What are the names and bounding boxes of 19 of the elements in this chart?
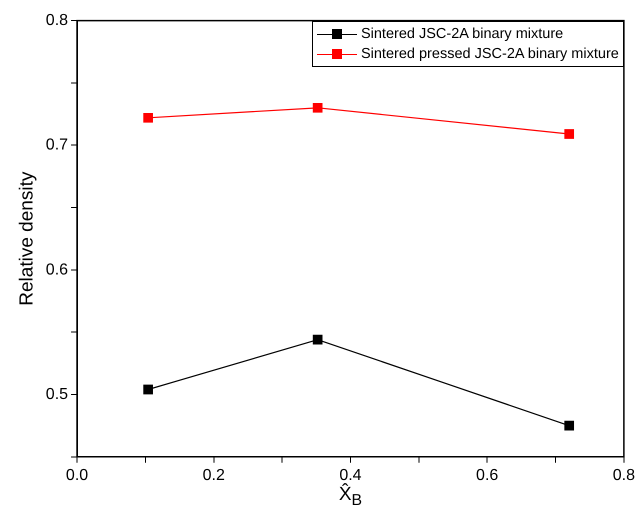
x-tick-label: 0.4 <box>339 466 362 484</box>
y-tick-label: 0.8 <box>46 12 68 30</box>
x-tick-label: 0.8 <box>612 466 636 484</box>
point <box>564 129 574 139</box>
point <box>564 420 574 430</box>
legend-label: Sintered pressed JSC-2A binary mixture <box>360 44 619 64</box>
y-axis-title: Relative density <box>16 171 38 306</box>
point <box>312 334 322 344</box>
x-tick-label: 0.2 <box>202 466 225 484</box>
y-tick-label: 0.5 <box>46 386 68 403</box>
y-tick-label: 0.7 <box>46 136 68 154</box>
x-tick-label: 0.6 <box>476 466 498 484</box>
x-tick-label: 0.0 <box>66 466 88 484</box>
y-tick-label: 0.6 <box>46 261 68 278</box>
point <box>312 103 322 113</box>
x-axis-title: X̂$_{B}$ <box>338 484 364 510</box>
legend-label: Sintered JSC-2A binary mixture <box>360 24 564 44</box>
point <box>143 112 153 123</box>
point <box>143 384 153 394</box>
